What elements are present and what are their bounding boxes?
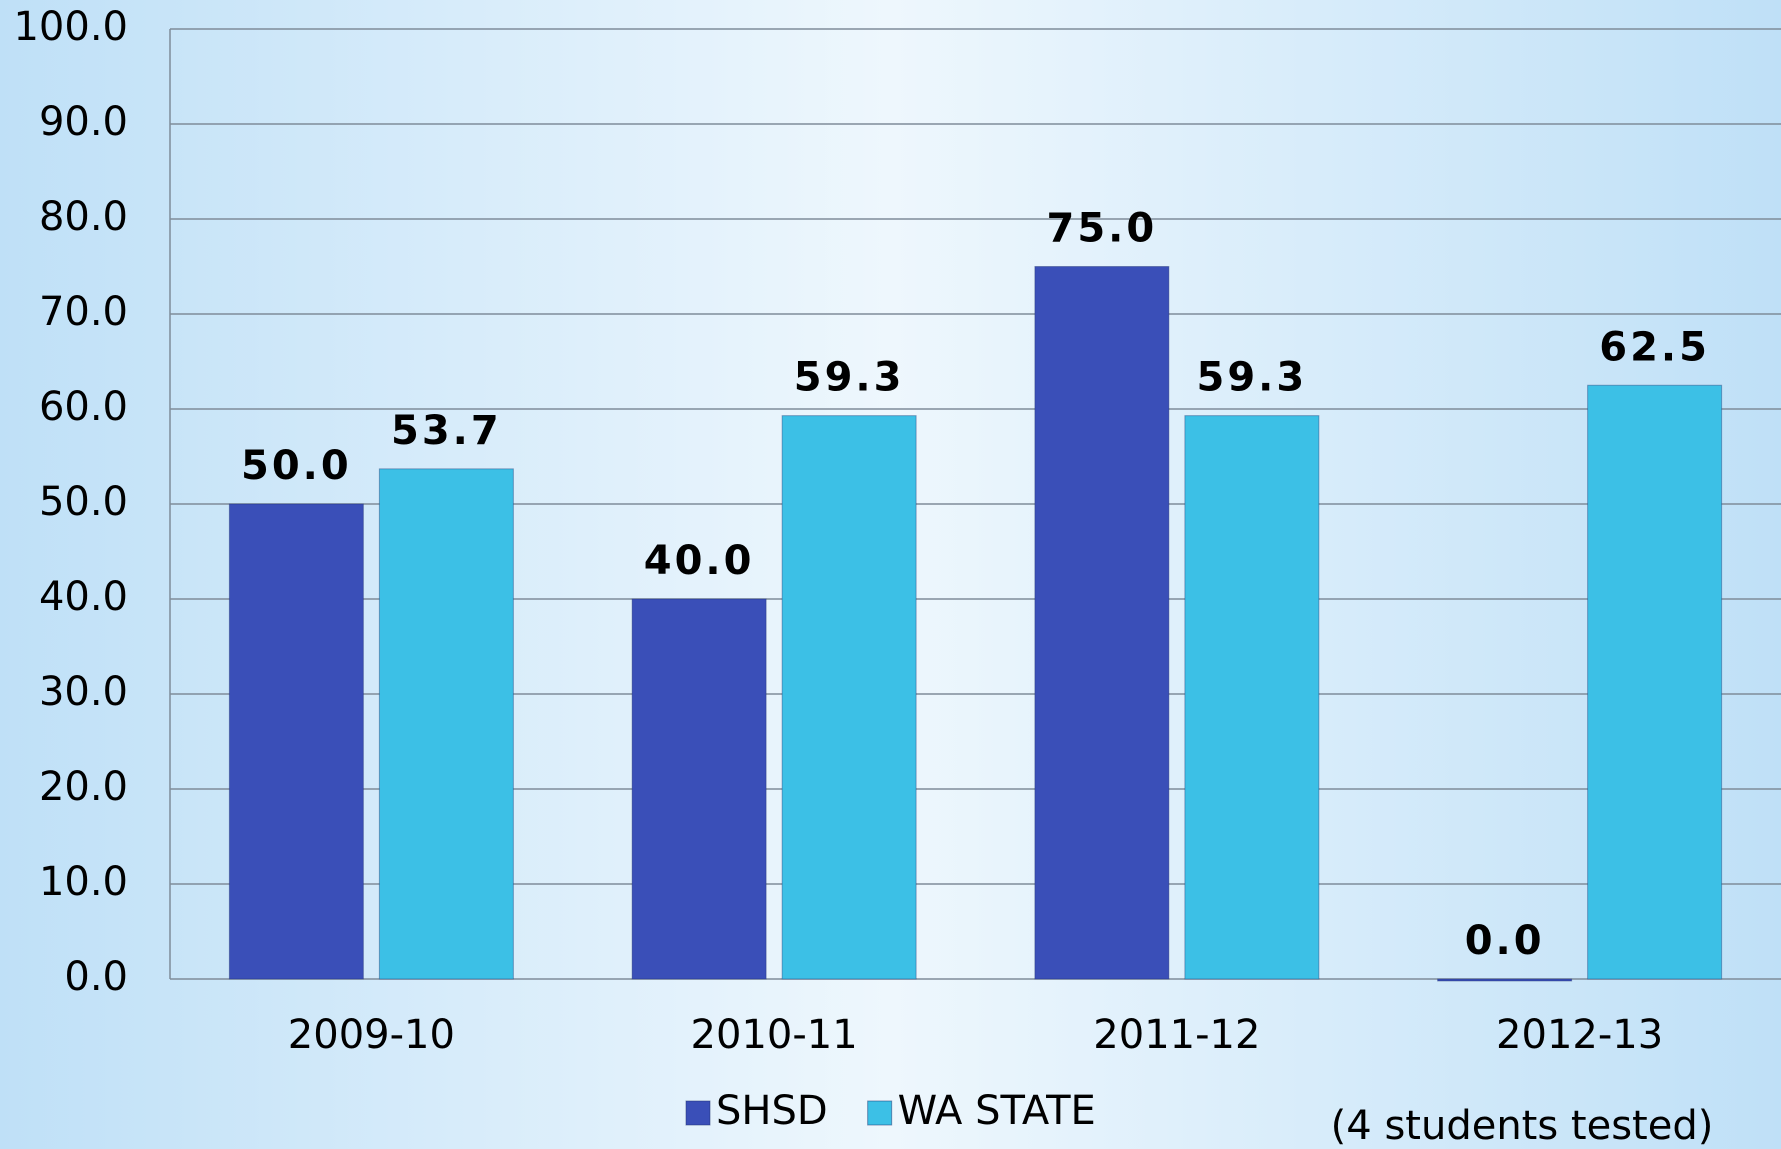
bar — [781, 415, 917, 980]
y-tick-label: 80.0 — [39, 194, 128, 240]
legend-swatch — [685, 1100, 711, 1126]
legend-swatch — [867, 1100, 893, 1126]
y-tick-label: 30.0 — [39, 669, 128, 715]
annotation: (4 students tested) — [1331, 1103, 1714, 1149]
y-tick-label: 0.0 — [64, 954, 128, 1000]
x-tick-label: 2009-10 — [288, 1012, 455, 1058]
bar — [1034, 266, 1170, 980]
value-label: 59.3 — [794, 355, 905, 401]
value-label: 62.5 — [1599, 324, 1710, 370]
bar — [1437, 978, 1573, 982]
y-tick-label: 60.0 — [39, 384, 128, 430]
bar — [1587, 384, 1723, 980]
x-tick-label: 2011-12 — [1093, 1012, 1260, 1058]
x-tick-label: 2012-13 — [1496, 1012, 1663, 1058]
bar — [228, 503, 364, 980]
y-tick-label: 20.0 — [39, 764, 128, 810]
value-label: 53.7 — [391, 408, 502, 454]
y-tick-label: 70.0 — [39, 289, 128, 335]
y-tick-label: 90.0 — [39, 99, 128, 145]
bar — [378, 468, 514, 980]
value-label: 40.0 — [644, 538, 755, 584]
value-label: 59.3 — [1197, 355, 1308, 401]
y-tick-label: 50.0 — [39, 479, 128, 525]
bar — [631, 598, 767, 980]
legend-label: WA STATE — [898, 1088, 1096, 1134]
bar — [1184, 415, 1320, 980]
value-label: 0.0 — [1465, 918, 1545, 964]
x-tick-label: 2010-11 — [691, 1012, 858, 1058]
value-label: 50.0 — [241, 443, 352, 489]
y-tick-label: 40.0 — [39, 574, 128, 620]
y-tick-label: 10.0 — [39, 859, 128, 905]
value-label: 75.0 — [1047, 206, 1158, 252]
y-tick-label: 100.0 — [13, 4, 128, 50]
legend-label: SHSD — [716, 1088, 828, 1134]
